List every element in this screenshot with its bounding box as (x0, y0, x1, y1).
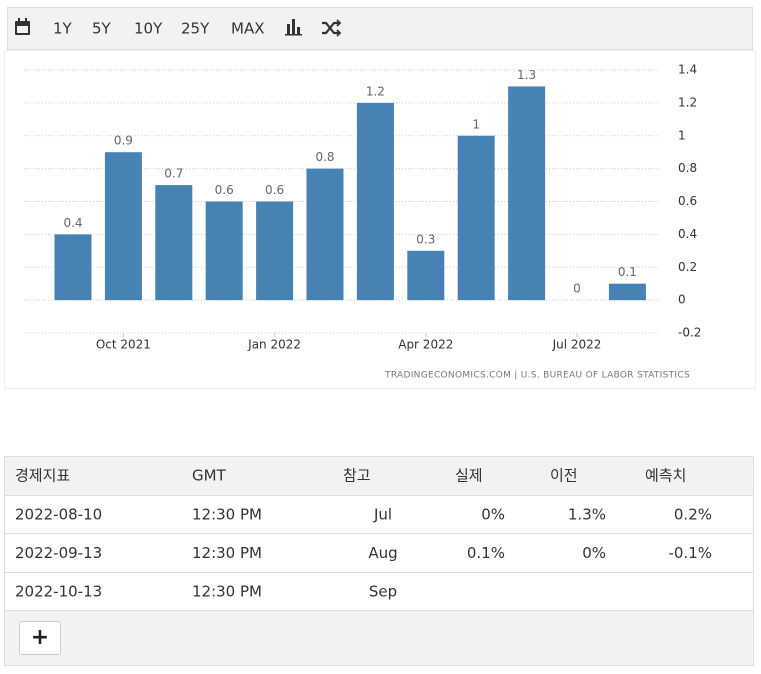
table-cell: 12:30 PM (192, 506, 262, 524)
add-button-label[interactable]: + (31, 625, 49, 650)
bar (205, 201, 243, 301)
table-cell: 1.3% (568, 506, 606, 524)
value-label: 0.6 (265, 183, 284, 197)
bar (256, 201, 294, 301)
y-tick-label: 0.6 (678, 194, 697, 208)
value-label: 0.3 (416, 232, 435, 246)
toolbar (7, 7, 753, 50)
bar (508, 86, 546, 301)
table-header (5, 457, 753, 495)
bar (407, 250, 445, 301)
column-header: 실제 (455, 467, 483, 485)
value-label: 0.7 (164, 167, 183, 181)
table-cell: 0% (481, 506, 505, 524)
value-label: 0.4 (63, 216, 82, 230)
table-cell: 12:30 PM (192, 583, 262, 601)
column-header: 참고 (343, 467, 371, 485)
x-tick-label: Apr 2022 (398, 338, 453, 352)
value-label: 0 (573, 282, 581, 296)
column-header: 이전 (550, 467, 578, 485)
table-cell: 0% (582, 544, 606, 562)
table-cell: 2022-08-10 (15, 506, 102, 524)
y-tick-label: 0 (678, 293, 686, 307)
bar (306, 168, 344, 301)
bar (155, 185, 193, 301)
column-header: 예측치 (645, 467, 686, 485)
x-tick-label: Jan 2022 (247, 338, 301, 352)
value-label: 1.2 (366, 84, 385, 98)
bar (54, 234, 92, 301)
column-header: 경제지표 (15, 467, 70, 485)
value-label: 0.9 (114, 134, 133, 148)
range-button[interactable]: 10Y (134, 20, 163, 38)
calendar-icon[interactable] (15, 18, 30, 35)
y-tick-label: 0.8 (678, 161, 697, 175)
table-cell: -0.1% (668, 544, 712, 562)
table-cell: Jul (373, 506, 392, 524)
column-header: GMT (192, 467, 227, 485)
value-label: 1 (472, 117, 480, 131)
y-tick-label: 0.2 (678, 260, 697, 274)
bar (608, 283, 646, 301)
y-tick-label: 1.2 (678, 95, 697, 109)
value-label: 0.1 (618, 265, 637, 279)
bar (104, 152, 142, 301)
value-label: 0.6 (215, 183, 234, 197)
table-cell: 0.2% (674, 506, 712, 524)
range-button[interactable]: 5Y (92, 20, 112, 38)
table-cell: Aug (368, 544, 397, 562)
x-tick-label: Oct 2021 (96, 338, 151, 352)
y-tick-label: -0.2 (678, 326, 701, 340)
value-label: 1.3 (517, 68, 536, 82)
y-tick-label: 0.4 (678, 227, 697, 241)
bar-chart-icon[interactable] (285, 19, 302, 36)
table-cell: 0.1% (467, 544, 505, 562)
bar (457, 135, 495, 301)
table-cell: 12:30 PM (192, 544, 262, 562)
value-label: 0.8 (315, 150, 334, 164)
add-button[interactable] (19, 621, 61, 655)
range-button[interactable]: 1Y (53, 20, 73, 38)
bar (356, 102, 394, 301)
table-cell: 2022-09-13 (15, 544, 102, 562)
table-cell: Sep (369, 583, 397, 601)
x-tick-label: Jul 2022 (552, 338, 602, 352)
table-footer (5, 611, 753, 665)
source-note: TRADINGECONOMICS.COM | U.S. BUREAU OF LA… (384, 371, 690, 381)
range-button[interactable]: MAX (231, 20, 264, 38)
y-tick-label: 1.4 (678, 63, 697, 77)
range-button[interactable]: 25Y (181, 20, 210, 38)
y-tick-label: 1 (678, 128, 686, 142)
shuffle-icon[interactable] (322, 19, 342, 37)
table-cell: 2022-10-13 (15, 583, 102, 601)
